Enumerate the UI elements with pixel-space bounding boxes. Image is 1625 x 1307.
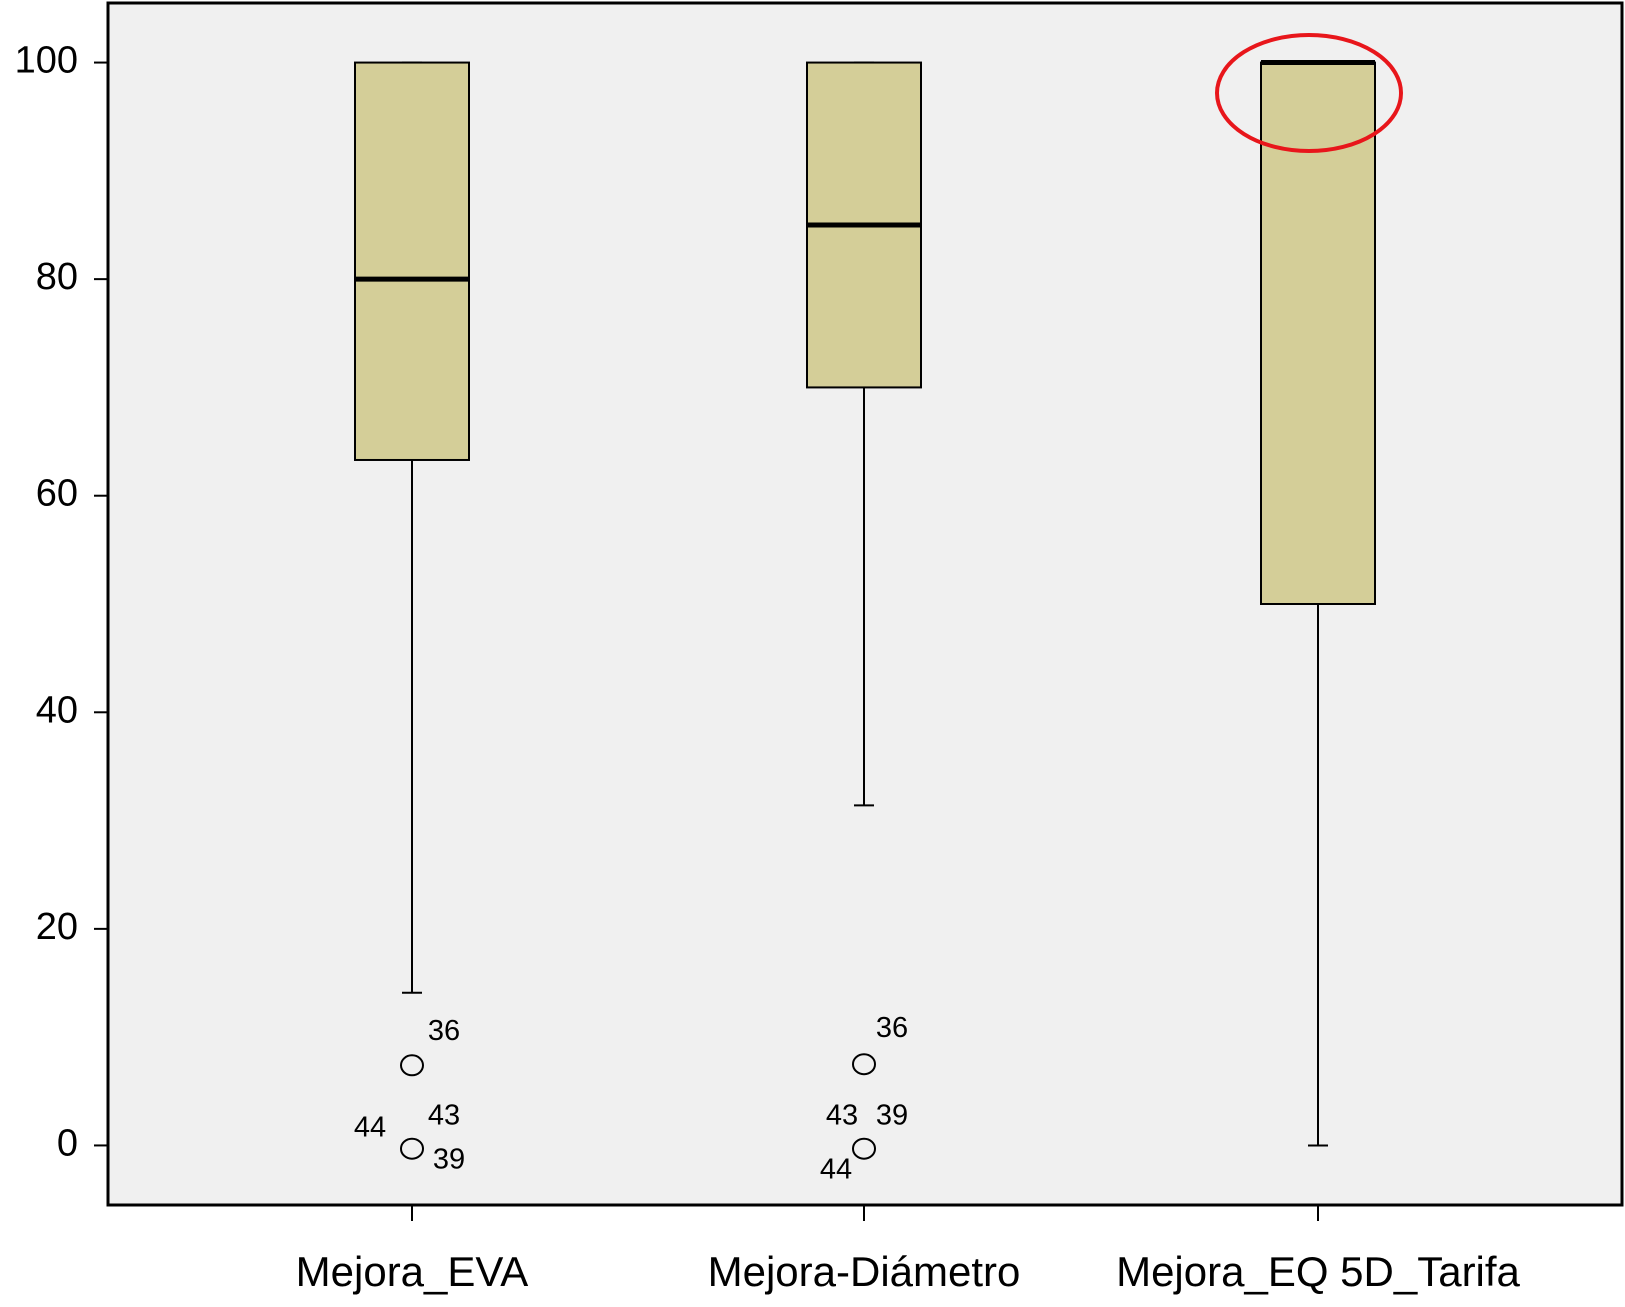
x-tick-label: Mejora_EVA (296, 1248, 529, 1295)
y-tick-label: 40 (36, 689, 78, 731)
outlier-label: 36 (876, 1012, 908, 1044)
x-tick-label: Mejora_EQ 5D_Tarifa (1116, 1248, 1520, 1295)
outlier-label: 43 (826, 1099, 858, 1131)
outlier-label: 36 (428, 1015, 460, 1047)
outlier-label: 44 (820, 1153, 852, 1185)
y-tick-label: 100 (15, 40, 78, 82)
outlier (852, 1137, 876, 1160)
box (354, 61, 470, 461)
y-tick-label: 0 (57, 1122, 78, 1164)
outlier-label: 44 (354, 1111, 386, 1143)
outlier (400, 1137, 424, 1160)
outlier-label: 39 (876, 1099, 908, 1131)
outlier-label: 39 (433, 1143, 465, 1175)
outlier (852, 1053, 876, 1076)
plot-border (106, 1, 1624, 1207)
y-tick-label: 60 (36, 473, 78, 515)
outlier (400, 1054, 424, 1077)
x-tick-label: Mejora-Diámetro (708, 1248, 1021, 1295)
y-tick-label: 80 (36, 256, 78, 298)
y-tick-label: 20 (36, 906, 78, 948)
highlight-ellipse (1215, 33, 1403, 153)
outlier-label: 43 (428, 1099, 460, 1131)
